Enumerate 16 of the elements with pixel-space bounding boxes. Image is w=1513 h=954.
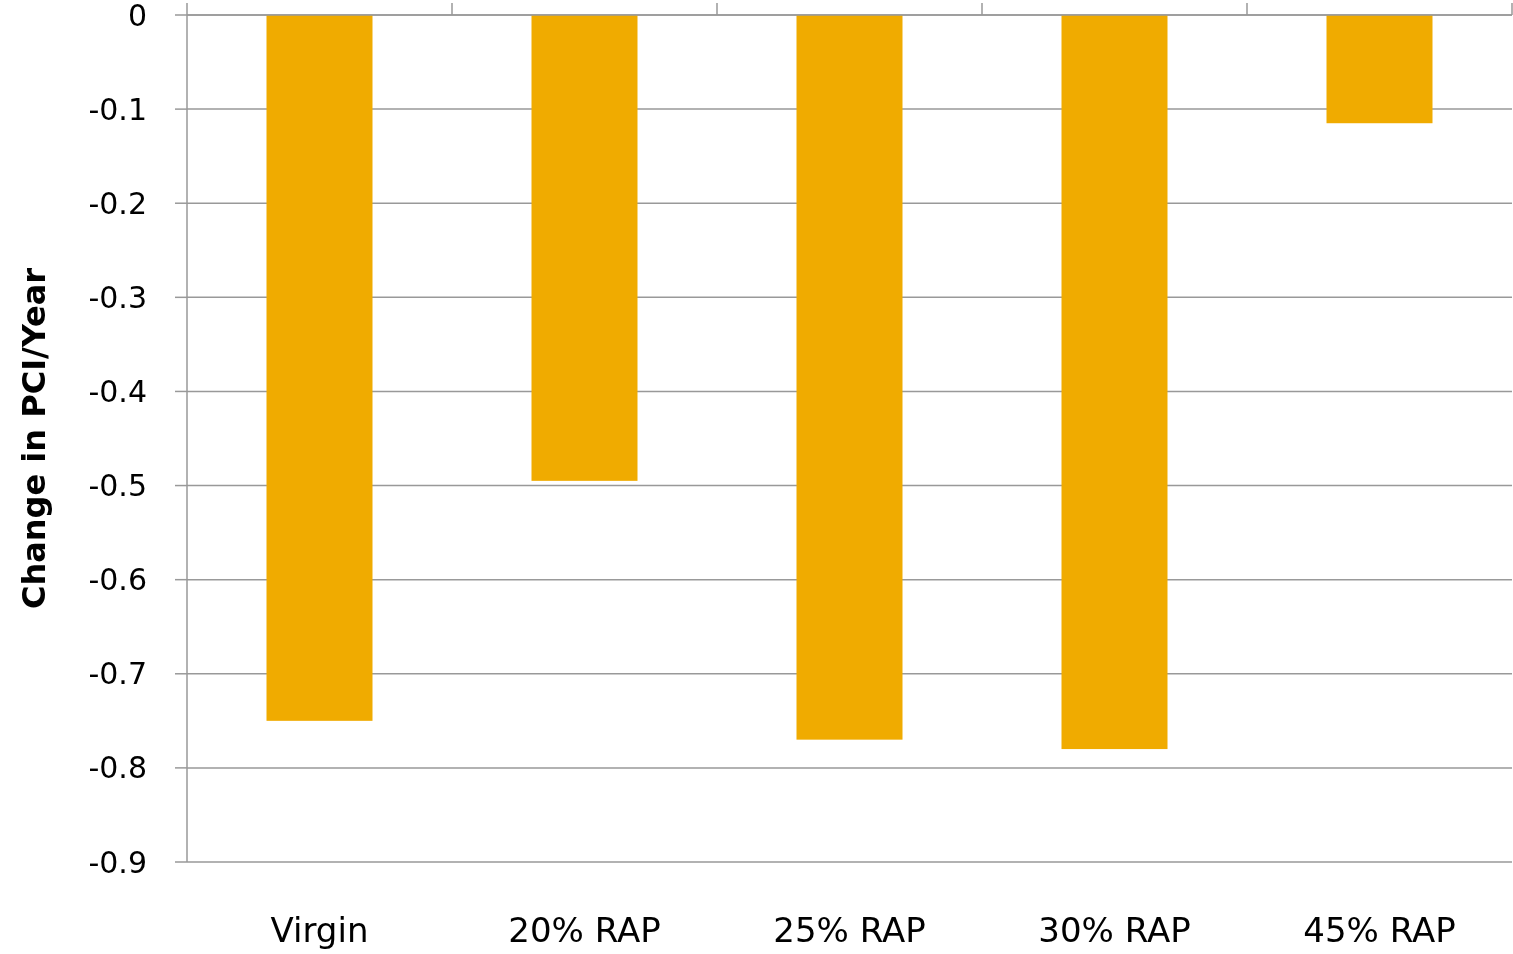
x-tick-label: 30% RAP xyxy=(1038,910,1191,950)
y-tick-label: -0.2 xyxy=(88,185,147,221)
y-tick-label: -0.9 xyxy=(88,844,147,880)
y-tick-label: -0.5 xyxy=(88,468,147,504)
y-tick-label: -0.8 xyxy=(88,750,147,786)
y-tick-label: -0.3 xyxy=(88,279,147,315)
x-tick-label: 20% RAP xyxy=(508,910,661,950)
y-axis-title: Change in PCI/Year xyxy=(15,267,53,610)
y-tick-label: -0.7 xyxy=(88,656,147,692)
x-tick-label: Virgin xyxy=(270,910,369,950)
x-tick-label: 25% RAP xyxy=(773,910,926,950)
y-tick-label: -0.6 xyxy=(88,562,147,598)
y-tick-label: -0.4 xyxy=(88,373,147,409)
y-tick-label: 0 xyxy=(127,0,147,33)
y-tick-label: -0.1 xyxy=(88,91,147,127)
x-tick-label: 45% RAP xyxy=(1303,910,1456,950)
